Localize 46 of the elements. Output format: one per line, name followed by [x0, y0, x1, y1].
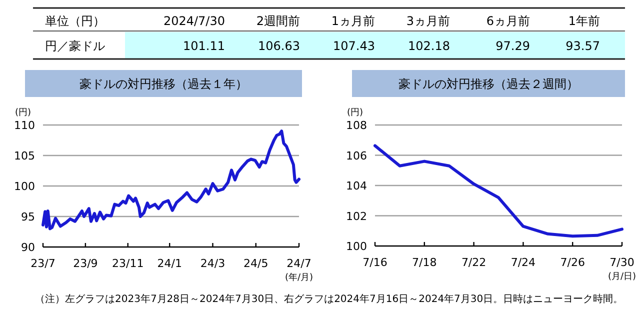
text: 単位（円）	[45, 14, 105, 28]
y-tick-label: 102	[346, 210, 367, 223]
data-label: 107.43	[333, 39, 375, 53]
data-label: 102.18	[408, 39, 450, 53]
y-tick-label: 108	[346, 119, 367, 132]
x-tick-label: 24/1	[157, 257, 182, 270]
y-tick-label: 104	[346, 180, 367, 192]
x-tick-label: 7/30	[610, 256, 634, 269]
chart-title: 豪ドルの対円推移（過去２週間）	[398, 77, 578, 91]
category-label: 2024/7/30	[163, 14, 225, 28]
x-tick-label: 23/11	[112, 257, 144, 270]
x-axis-title: (年/月)	[284, 272, 314, 283]
x-axis-title: (月/日)	[608, 272, 636, 282]
x-tick-label: 24/3	[200, 257, 226, 270]
y-tick-label: 110	[14, 119, 35, 132]
data-label: 97.29	[496, 39, 530, 53]
chart-title: 豪ドルの対円推移（過去１年）	[80, 77, 248, 91]
line-series	[42, 130, 300, 230]
y-tick-label: 100	[14, 180, 35, 193]
category-label: 1年前	[568, 14, 600, 28]
y-tick-label: 95	[21, 210, 35, 224]
x-tick-label: 24/7	[286, 257, 312, 270]
x-tick-label: 7/22	[461, 256, 486, 269]
x-tick-label: 23/9	[73, 257, 98, 270]
line-series	[374, 144, 624, 238]
category-label: 2週間前	[256, 14, 300, 28]
x-tick-label: 23/7	[30, 257, 56, 270]
category-label: 1ヵ月前	[331, 14, 375, 28]
y-tick-label: 90	[21, 241, 35, 254]
x-tick-label: 24/5	[244, 257, 268, 270]
y-tick-label: 100	[346, 240, 367, 253]
text: （注）左グラフは2023年7月28日～2024年7月30日、右グラフは2024年7月16日～2024年7月30日。日時はニューヨーク時間。	[35, 293, 624, 305]
y-axis-title: (円)	[346, 108, 364, 118]
x-tick-label: 7/16	[362, 256, 388, 269]
x-tick-label: 7/18	[412, 256, 437, 269]
category-label: 3ヵ月前	[406, 14, 450, 28]
data-label: 101.11	[183, 39, 225, 53]
y-tick-label: 105	[14, 150, 35, 162]
y-axis-title: (円)	[14, 108, 32, 118]
category-label: 6ヵ月前	[486, 14, 530, 28]
data-label: 93.57	[566, 39, 600, 53]
y-tick-label: 106	[346, 149, 367, 162]
data-label: 106.63	[258, 39, 300, 53]
x-tick-label: 7/24	[510, 256, 536, 269]
x-tick-label: 7/26	[560, 256, 585, 269]
series-label: 円／豪ドル	[45, 39, 105, 53]
